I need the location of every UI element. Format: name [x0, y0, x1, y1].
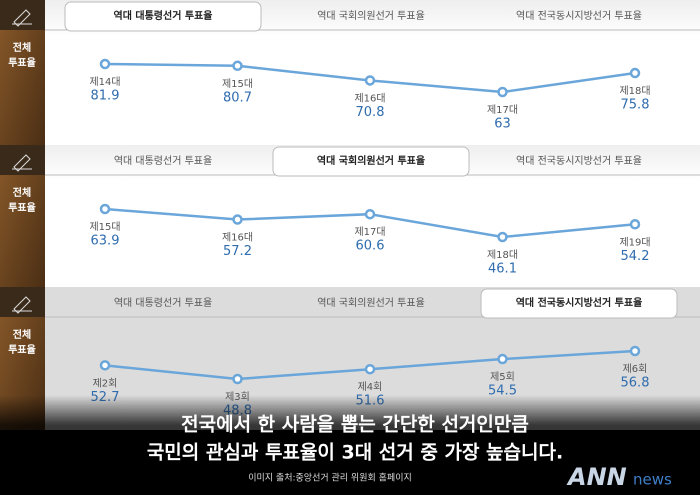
value-label: 54.5 — [488, 384, 517, 399]
active-tab — [64, 1, 262, 32]
sidebar-icon-bar — [0, 287, 45, 317]
caption-shade — [0, 395, 700, 495]
side-label: 투표율 — [8, 344, 36, 356]
value-label: 63 — [494, 117, 511, 132]
source: 이미지 출처:중앙선거 관리 위원회 홈페이지 — [248, 472, 412, 484]
point — [232, 214, 243, 225]
value-label: 75.8 — [621, 98, 650, 113]
category-label: 제15대 — [222, 78, 253, 90]
side-label: 투표율 — [8, 202, 36, 214]
active-tab — [272, 146, 470, 177]
value-label: 81.9 — [91, 89, 120, 104]
side-label: 전체 — [13, 186, 31, 199]
value-label: 46.1 — [488, 262, 517, 277]
logo: ANN — [566, 463, 627, 491]
caption-line: 국민의 관심과 투표율이 3대 선거 중 가장 높습니다. — [147, 442, 563, 464]
point — [232, 60, 243, 72]
tab[interactable]: 역대 전국동시지방선거 투표율 — [516, 155, 642, 167]
category-label: 제5회 — [490, 371, 515, 383]
point — [99, 360, 111, 371]
point — [364, 208, 376, 220]
category-label: 제6회 — [623, 363, 648, 375]
point — [629, 219, 641, 230]
edit-icon — [12, 296, 32, 314]
category-label: 제15대 — [89, 221, 120, 233]
sidebar-icon-bar — [0, 0, 45, 30]
side-label: 전체 — [13, 41, 31, 54]
category-label: 제16대 — [222, 232, 253, 244]
category-label: 제17대 — [487, 104, 518, 116]
category-label: 제2회 — [93, 377, 118, 389]
value-label: 57.2 — [223, 244, 252, 259]
point — [497, 353, 508, 365]
caption-line: 전국에서 한 사람을 뽑는 간단한 선거인만큼 — [181, 414, 529, 436]
category-label: 제16대 — [354, 92, 385, 104]
edit-icon — [12, 9, 32, 27]
category-label: 제14대 — [89, 76, 120, 88]
point — [99, 58, 111, 70]
point — [364, 75, 376, 86]
category-label: 제4회 — [358, 381, 383, 393]
value-label: 60.6 — [356, 239, 385, 254]
logo-sub: news — [633, 471, 672, 489]
point — [497, 231, 508, 243]
category-label: 제18대 — [487, 249, 518, 261]
tab[interactable]: 역대 대통령선거 투표율 — [114, 9, 213, 22]
point — [232, 373, 243, 385]
side-label: 전체 — [13, 328, 31, 341]
category-label: 제19대 — [619, 236, 650, 248]
value-label: 80.7 — [223, 90, 252, 105]
point — [364, 363, 376, 375]
value-label: 63.9 — [91, 234, 120, 249]
tab[interactable]: 역대 전국동시지방선거 투표율 — [516, 10, 642, 22]
tab[interactable]: 역대 대통령선거 투표율 — [114, 297, 212, 309]
point — [629, 67, 641, 79]
point — [497, 86, 508, 98]
active-tab — [480, 288, 678, 319]
category-label: 제17대 — [354, 226, 385, 238]
value-label: 54.2 — [621, 249, 650, 264]
point — [629, 345, 641, 357]
edit-icon — [12, 154, 32, 172]
point — [99, 203, 111, 215]
category-label: 제18대 — [619, 85, 650, 97]
tab[interactable]: 역대 국회의원선거 투표율 — [317, 10, 425, 22]
tab[interactable]: 역대 국회의원선거 투표율 — [317, 297, 425, 309]
tab[interactable]: 역대 국회의원선거 투표율 — [317, 154, 425, 167]
side-label: 투표율 — [8, 57, 36, 69]
tab[interactable]: 역대 전국동시지방선거 투표율 — [516, 296, 643, 309]
sidebar-icon-bar — [0, 145, 45, 175]
value-label: 56.8 — [621, 376, 650, 391]
value-label: 70.8 — [356, 105, 385, 120]
tab[interactable]: 역대 대통령선거 투표율 — [114, 155, 212, 167]
